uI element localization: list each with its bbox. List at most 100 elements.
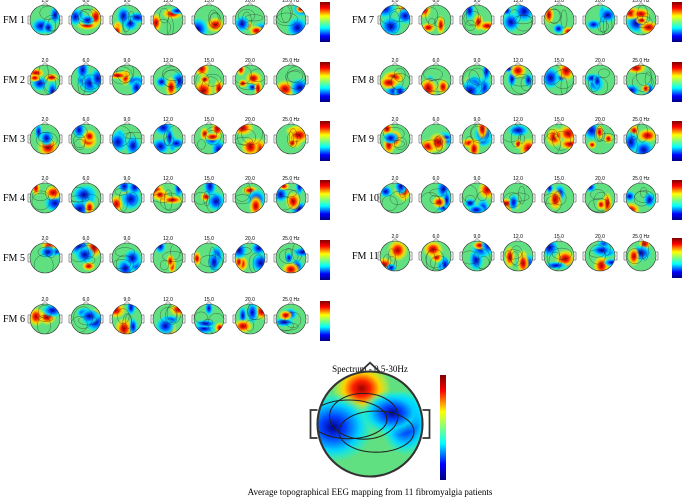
head-outline xyxy=(543,123,575,155)
nose xyxy=(123,62,131,66)
contour xyxy=(71,187,88,203)
contour xyxy=(633,190,650,207)
blob xyxy=(638,20,656,35)
blob xyxy=(210,139,224,154)
contour xyxy=(245,319,254,332)
contour xyxy=(241,124,263,145)
contour xyxy=(42,138,54,149)
topomap xyxy=(191,301,227,335)
topomap xyxy=(582,180,618,214)
nose xyxy=(287,2,295,6)
map xyxy=(71,65,101,95)
blob xyxy=(127,11,142,24)
map xyxy=(276,243,306,273)
contour xyxy=(249,68,265,82)
nose xyxy=(246,301,254,305)
contour xyxy=(546,246,560,268)
blob xyxy=(380,75,400,90)
ear xyxy=(582,251,618,261)
contour xyxy=(166,304,182,324)
nose xyxy=(164,2,172,6)
contour xyxy=(84,256,96,265)
head-outline xyxy=(543,4,575,36)
frequency-label: 20.0 xyxy=(595,176,605,182)
topomap xyxy=(191,2,227,36)
contour xyxy=(434,16,445,28)
contour xyxy=(38,65,49,85)
head-outline xyxy=(234,64,266,96)
map xyxy=(585,241,615,271)
contour xyxy=(503,192,522,208)
head-outline xyxy=(70,242,102,274)
map xyxy=(194,243,224,273)
contour xyxy=(462,69,480,90)
row-label: FM 2 xyxy=(3,75,25,86)
contour xyxy=(632,73,654,92)
contour xyxy=(636,124,648,143)
map xyxy=(112,183,142,213)
topomap xyxy=(541,238,577,272)
ear xyxy=(541,134,577,144)
topomap xyxy=(418,62,454,96)
contour xyxy=(389,8,410,22)
contour xyxy=(155,18,171,35)
nose xyxy=(596,180,604,184)
frequency-label: 25.0 Hz xyxy=(282,58,300,64)
nose xyxy=(287,301,295,305)
nose xyxy=(287,121,295,125)
contour xyxy=(276,320,294,332)
ear xyxy=(623,193,659,203)
head-outline xyxy=(461,182,493,214)
topomap xyxy=(273,301,309,335)
map xyxy=(421,183,451,213)
nose xyxy=(596,2,604,6)
colorbar xyxy=(320,301,330,341)
contour xyxy=(122,313,132,334)
colorbar xyxy=(672,62,682,102)
topomap xyxy=(377,2,413,36)
contour xyxy=(644,71,652,88)
nose xyxy=(391,62,399,66)
head-outline xyxy=(543,182,575,214)
contour xyxy=(117,308,130,324)
head-outline xyxy=(234,4,266,36)
nose xyxy=(596,238,604,242)
ear xyxy=(191,253,227,263)
head-outline xyxy=(502,123,534,155)
nose xyxy=(205,121,213,125)
frequency-label: 2.0 xyxy=(42,236,49,242)
nose xyxy=(205,180,213,184)
contour xyxy=(560,9,568,29)
blob xyxy=(480,241,492,257)
nose xyxy=(391,121,399,125)
contour xyxy=(427,79,449,92)
blob xyxy=(39,245,57,259)
blob xyxy=(173,183,183,198)
topomap xyxy=(500,238,536,272)
contour xyxy=(163,69,183,89)
head-outline xyxy=(420,4,452,36)
blob xyxy=(552,23,565,35)
topomap xyxy=(623,238,659,272)
ear xyxy=(582,134,618,144)
ear xyxy=(68,193,104,203)
frequency-label: 20.0 xyxy=(245,117,255,123)
row-label: FM 6 xyxy=(3,314,25,325)
blob xyxy=(467,138,481,154)
topomap xyxy=(273,62,309,96)
map xyxy=(276,65,306,95)
frequency-label: 15.0 xyxy=(204,0,214,4)
head-outline xyxy=(70,123,102,155)
topomap xyxy=(150,180,186,214)
topomap xyxy=(500,121,536,155)
frequency-label: 2.0 xyxy=(392,58,399,64)
blob xyxy=(235,15,251,33)
contour xyxy=(598,68,610,78)
map xyxy=(276,304,306,334)
nose xyxy=(82,240,90,244)
topomap xyxy=(377,62,413,96)
nose xyxy=(473,180,481,184)
nose xyxy=(205,240,213,244)
map xyxy=(235,124,265,154)
blob xyxy=(641,83,651,94)
